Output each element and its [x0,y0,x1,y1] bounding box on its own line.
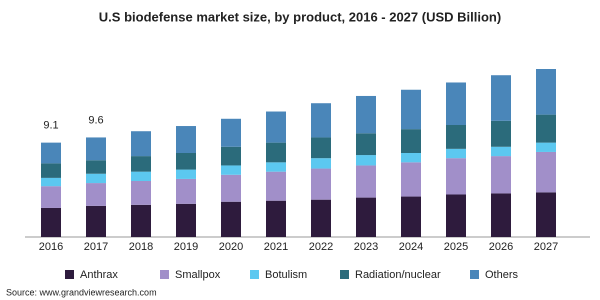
bar-segment [491,120,511,147]
x-tick-label: 2025 [444,241,468,253]
x-tick-label: 2026 [489,241,513,253]
bar-segment [446,158,466,195]
total-label: 9.6 [88,114,103,126]
bar-segment [41,142,61,164]
bar-segment [266,111,286,143]
bar-segment [176,153,196,170]
x-tick-label: 2022 [309,241,333,253]
x-tick-label: 2024 [399,241,423,253]
legend-swatch [65,270,74,279]
bar-segment [491,75,511,121]
legend-label: Anthrax [80,269,118,281]
bar-segment [536,69,556,115]
bar-segment [86,137,106,161]
bar-segment [266,200,286,237]
legend-label: Radiation/nuclear [355,269,441,281]
bar-segment [86,173,106,184]
bar-segment [41,207,61,237]
bar-segment [311,158,331,169]
bar-segment [401,89,421,130]
bar-segment [41,177,61,187]
bar-segment [131,131,151,157]
bar-segment [401,129,421,153]
bar-segment [401,196,421,237]
x-tick-label: 2017 [84,241,108,253]
bar-segment [176,126,196,153]
bar-segment [221,174,241,202]
bar-segment [131,156,151,172]
x-tick-label: 2020 [219,241,243,253]
bar-segment [491,156,511,194]
bar-segment [446,125,466,149]
legend-label: Smallpox [175,269,221,281]
x-tick-label: 2021 [264,241,288,253]
legend-swatch [250,270,259,279]
total-label: 9.1 [43,120,58,132]
bar-segment [176,169,196,179]
bar-segment [41,163,61,178]
x-tick-label: 2018 [129,241,153,253]
bar-segment [131,171,151,181]
bar-segment [356,133,376,156]
bar-segment [311,168,331,200]
bar-segment [491,193,511,237]
bar-segment [356,155,376,166]
bar-segment [131,204,151,237]
source: Source: www.grandviewresearch.com [6,287,157,297]
bar-segment [266,171,286,201]
bar-segment [221,165,241,175]
legend-label: Botulism [265,269,307,281]
legend-swatch [340,270,349,279]
bar-segment [536,192,556,237]
bar-segment [356,165,376,198]
bar-segment [86,205,106,237]
bar-segment [356,95,376,134]
bar-segment [41,186,61,208]
x-tick-label: 2023 [354,241,378,253]
bar-segment [221,201,241,237]
bar-segment [401,153,421,163]
bar-segment [401,162,421,197]
bar-segment [266,142,286,163]
bar-segment [491,146,511,157]
chart-title: U.S biodefense market size, by product, … [99,9,501,24]
bar-segment [86,183,106,206]
bar-segment [311,103,331,138]
bar-segment [266,162,286,172]
bar-segment [536,142,556,152]
legend-swatch [470,270,479,279]
bar-segment [86,160,106,174]
x-tick-label: 2019 [174,241,198,253]
bar-segment [221,146,241,166]
bar-segment [176,178,196,204]
bar-segment [356,197,376,237]
legend-label: Others [485,269,519,281]
legend-swatch [160,270,169,279]
bar-segment [536,114,556,143]
bar-segment [221,118,241,147]
x-tick-label: 2016 [39,241,63,253]
bar-segment [446,148,466,159]
x-tick-label: 2027 [534,241,558,253]
bar-segment [311,199,331,237]
bar-segment [536,151,556,193]
bar-segment [176,203,196,237]
bar-segment [446,194,466,237]
bar-segment [131,181,151,205]
bar-segment [311,137,331,159]
bar-segment [446,82,466,125]
